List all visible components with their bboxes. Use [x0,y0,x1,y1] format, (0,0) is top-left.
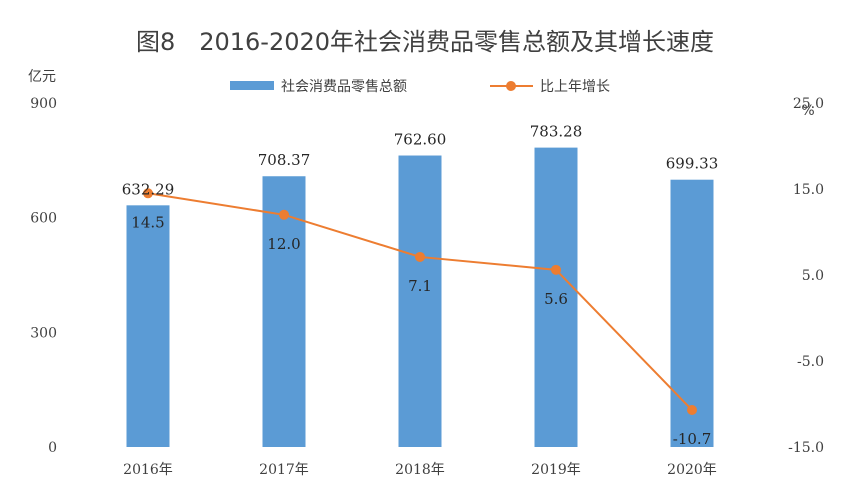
right-tick-label: 5.0 [802,268,824,284]
right-tick-label: -5.0 [797,354,824,370]
bar-2018年 [398,155,442,447]
line-series [143,188,697,416]
bar-value-label: 783.28 [530,123,583,141]
legend-line-marker [506,81,516,91]
line-value-label: 5.6 [544,290,568,308]
legend-bar-swatch [230,81,274,90]
bar-value-label: 762.60 [394,131,447,149]
x-tick-label: 2017年 [259,462,309,478]
left-tick-label: 300 [30,325,57,341]
bar-2020年 [670,179,714,447]
legend: 社会消费品零售总额 比上年增长 [230,79,610,95]
bar-2017年 [262,176,306,447]
x-axis: 2016年 2017年 2018年 2019年 2020年 [123,462,717,478]
x-tick-label: 2018年 [395,462,445,478]
bar-2019年 [534,147,578,447]
bar-2016年 [126,205,170,447]
bar-value-label: 632.29 [122,180,175,198]
right-tick-label: 25.0 [793,96,824,112]
data-labels: 632.29 708.37 762.60 783.28 699.33 14.5 12.0 7.… [122,123,719,448]
x-tick-label: 2019年 [531,462,581,478]
left-axis-unit: 亿元 [28,69,56,85]
line-point-2016年 [143,188,153,199]
legend-bar-label: 社会消费品零售总额 [281,79,407,95]
right-tick-label: 15.0 [793,182,824,198]
bar-value-label: 699.33 [666,155,719,173]
line-point-2019年 [551,264,561,275]
right-y-axis: -15.0 -5.0 5.0 15.0 25.0 [788,96,824,456]
bar-value-label: 708.37 [258,151,311,169]
bar-series [126,147,714,447]
x-tick-label: 2020年 [667,462,717,478]
line-value-label: -10.7 [673,430,711,448]
chart-title: 图8 2016-2020年社会消费品零售总额及其增长速度 [136,28,714,56]
left-y-axis: 0 300 600 900 [30,96,57,456]
legend-line-label: 比上年增长 [540,79,610,95]
x-tick-label: 2016年 [123,462,173,478]
line-point-2018年 [415,251,425,262]
line-value-label: 7.1 [408,277,432,295]
left-tick-label: 900 [30,96,57,112]
left-tick-label: 0 [48,440,57,456]
line-value-label: 12.0 [267,235,300,253]
line-point-2017年 [279,209,289,220]
right-tick-label: -15.0 [788,440,824,456]
line-point-2020年 [687,405,697,416]
right-axis-unit: % [801,103,814,119]
left-tick-label: 600 [30,211,57,227]
line-value-label: 14.5 [131,213,164,231]
